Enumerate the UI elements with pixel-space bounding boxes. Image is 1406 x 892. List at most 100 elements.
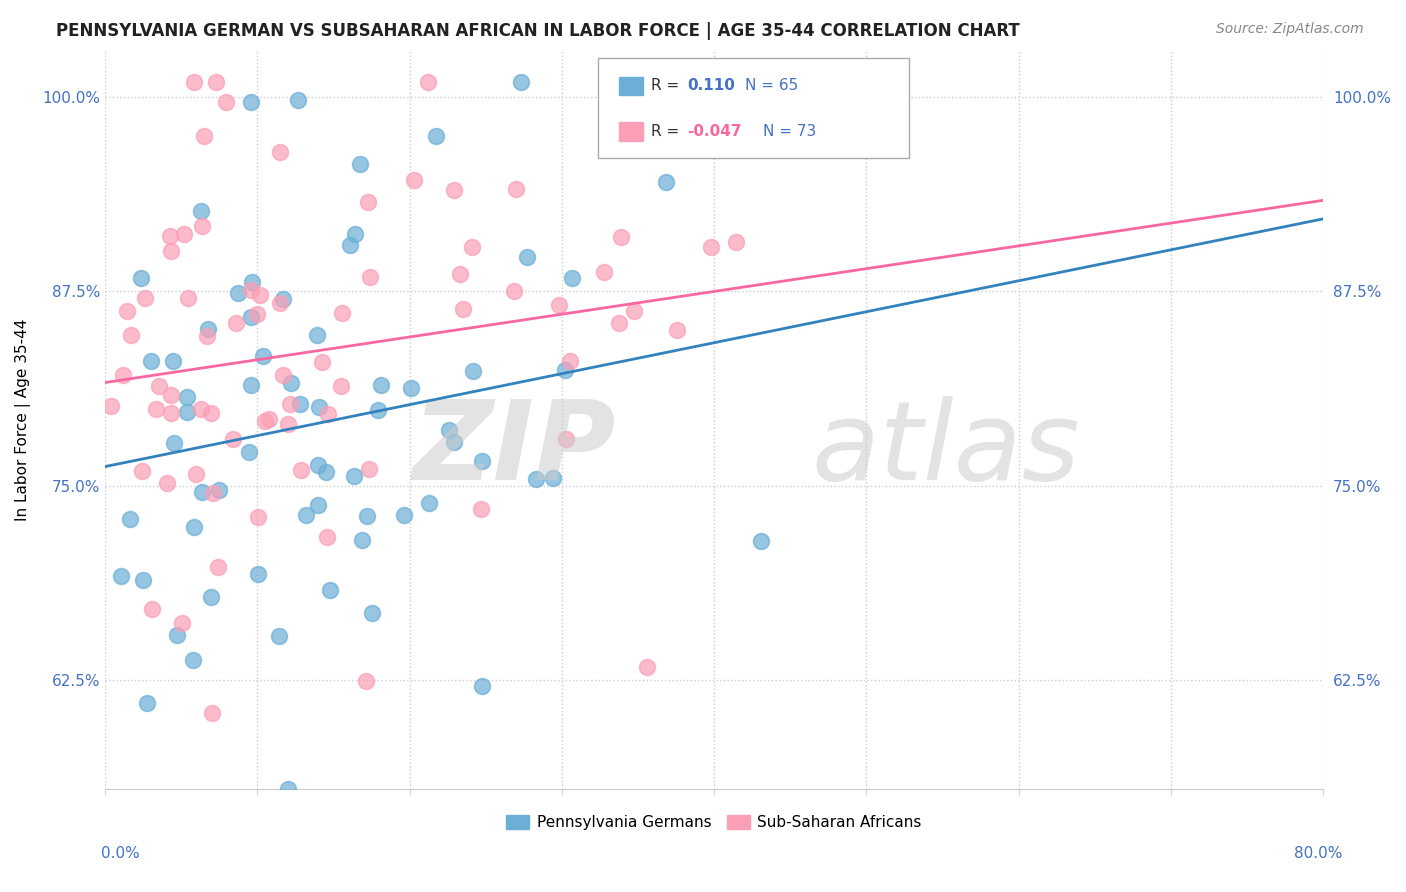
Point bbox=[354, 674, 377, 689]
Point bbox=[471, 453, 494, 467]
Point bbox=[100, 399, 122, 413]
Point bbox=[404, 173, 426, 187]
Point bbox=[315, 466, 337, 480]
Point bbox=[443, 183, 465, 197]
Point bbox=[190, 402, 212, 417]
Point bbox=[359, 462, 381, 476]
Legend: Pennsylvania Germans, Sub-Saharan Africans: Pennsylvania Germans, Sub-Saharan Africa… bbox=[501, 809, 928, 836]
Point bbox=[205, 75, 228, 89]
Point bbox=[191, 219, 214, 234]
Point bbox=[201, 706, 224, 721]
Point bbox=[246, 307, 269, 321]
Point bbox=[183, 75, 205, 89]
Point bbox=[141, 601, 163, 615]
Point bbox=[360, 606, 382, 620]
Point bbox=[197, 322, 219, 336]
Point bbox=[287, 93, 309, 107]
Point bbox=[558, 354, 581, 368]
Point bbox=[240, 95, 263, 110]
Point bbox=[240, 310, 263, 324]
Point bbox=[561, 271, 583, 285]
Point bbox=[418, 496, 440, 510]
Point bbox=[239, 378, 262, 392]
Point bbox=[132, 573, 155, 587]
Point bbox=[134, 291, 156, 305]
Point bbox=[349, 157, 371, 171]
Point bbox=[183, 520, 205, 534]
Point bbox=[470, 501, 492, 516]
Point bbox=[543, 471, 565, 485]
Point bbox=[593, 265, 616, 279]
Point bbox=[553, 363, 575, 377]
Point bbox=[193, 129, 215, 144]
Point bbox=[200, 406, 222, 420]
Point bbox=[623, 304, 645, 318]
Text: R =: R = bbox=[651, 124, 679, 138]
Point bbox=[177, 291, 200, 305]
Point bbox=[277, 417, 299, 431]
Point bbox=[277, 781, 299, 796]
Point bbox=[357, 195, 380, 210]
Point bbox=[159, 228, 181, 243]
Point bbox=[271, 293, 294, 307]
Point bbox=[654, 175, 676, 189]
Point bbox=[280, 376, 302, 390]
Point bbox=[159, 388, 181, 402]
Point bbox=[295, 508, 318, 523]
Point bbox=[666, 323, 689, 337]
Point bbox=[453, 302, 475, 317]
Point bbox=[367, 403, 389, 417]
Point bbox=[654, 140, 676, 154]
Point bbox=[461, 240, 484, 254]
Text: atlas: atlas bbox=[811, 396, 1080, 502]
Point bbox=[516, 250, 538, 264]
Point bbox=[166, 628, 188, 642]
Point bbox=[159, 244, 181, 258]
Point bbox=[115, 303, 138, 318]
Point bbox=[207, 560, 229, 574]
Text: 0.0%: 0.0% bbox=[101, 847, 141, 861]
Point bbox=[159, 406, 181, 420]
FancyBboxPatch shape bbox=[619, 122, 644, 141]
Point bbox=[163, 435, 186, 450]
Point bbox=[505, 182, 527, 196]
Text: 0.110: 0.110 bbox=[688, 78, 735, 94]
Text: N = 65: N = 65 bbox=[745, 78, 797, 94]
Text: R =: R = bbox=[651, 78, 679, 94]
Point bbox=[399, 381, 422, 395]
Point bbox=[200, 591, 222, 605]
Point bbox=[253, 414, 276, 428]
Point bbox=[162, 354, 184, 368]
Point bbox=[269, 295, 291, 310]
Point bbox=[356, 509, 378, 524]
Point bbox=[461, 364, 484, 378]
Point bbox=[749, 534, 772, 549]
Point bbox=[510, 75, 533, 89]
Point bbox=[120, 512, 142, 526]
Text: PENNSYLVANIA GERMAN VS SUBSAHARAN AFRICAN IN LABOR FORCE | AGE 35-44 CORRELATION: PENNSYLVANIA GERMAN VS SUBSAHARAN AFRICA… bbox=[56, 22, 1019, 40]
Point bbox=[524, 472, 547, 486]
Point bbox=[271, 368, 294, 382]
Point bbox=[173, 227, 195, 241]
Point bbox=[176, 405, 198, 419]
Point bbox=[308, 401, 330, 415]
Point bbox=[278, 397, 301, 411]
Point bbox=[240, 283, 263, 297]
Text: 80.0%: 80.0% bbox=[1295, 847, 1343, 861]
Point bbox=[156, 475, 179, 490]
Point bbox=[370, 377, 392, 392]
Point bbox=[307, 458, 329, 473]
Point bbox=[190, 204, 212, 219]
FancyBboxPatch shape bbox=[619, 77, 644, 95]
Point bbox=[201, 486, 224, 500]
Point bbox=[418, 75, 440, 89]
Point bbox=[339, 238, 361, 252]
Point bbox=[112, 368, 135, 383]
Point bbox=[449, 267, 471, 281]
Point bbox=[308, 498, 330, 512]
Point bbox=[131, 464, 153, 478]
FancyBboxPatch shape bbox=[599, 58, 910, 158]
Point bbox=[221, 432, 243, 446]
Text: ZIP: ZIP bbox=[413, 396, 617, 502]
Point bbox=[195, 329, 218, 343]
